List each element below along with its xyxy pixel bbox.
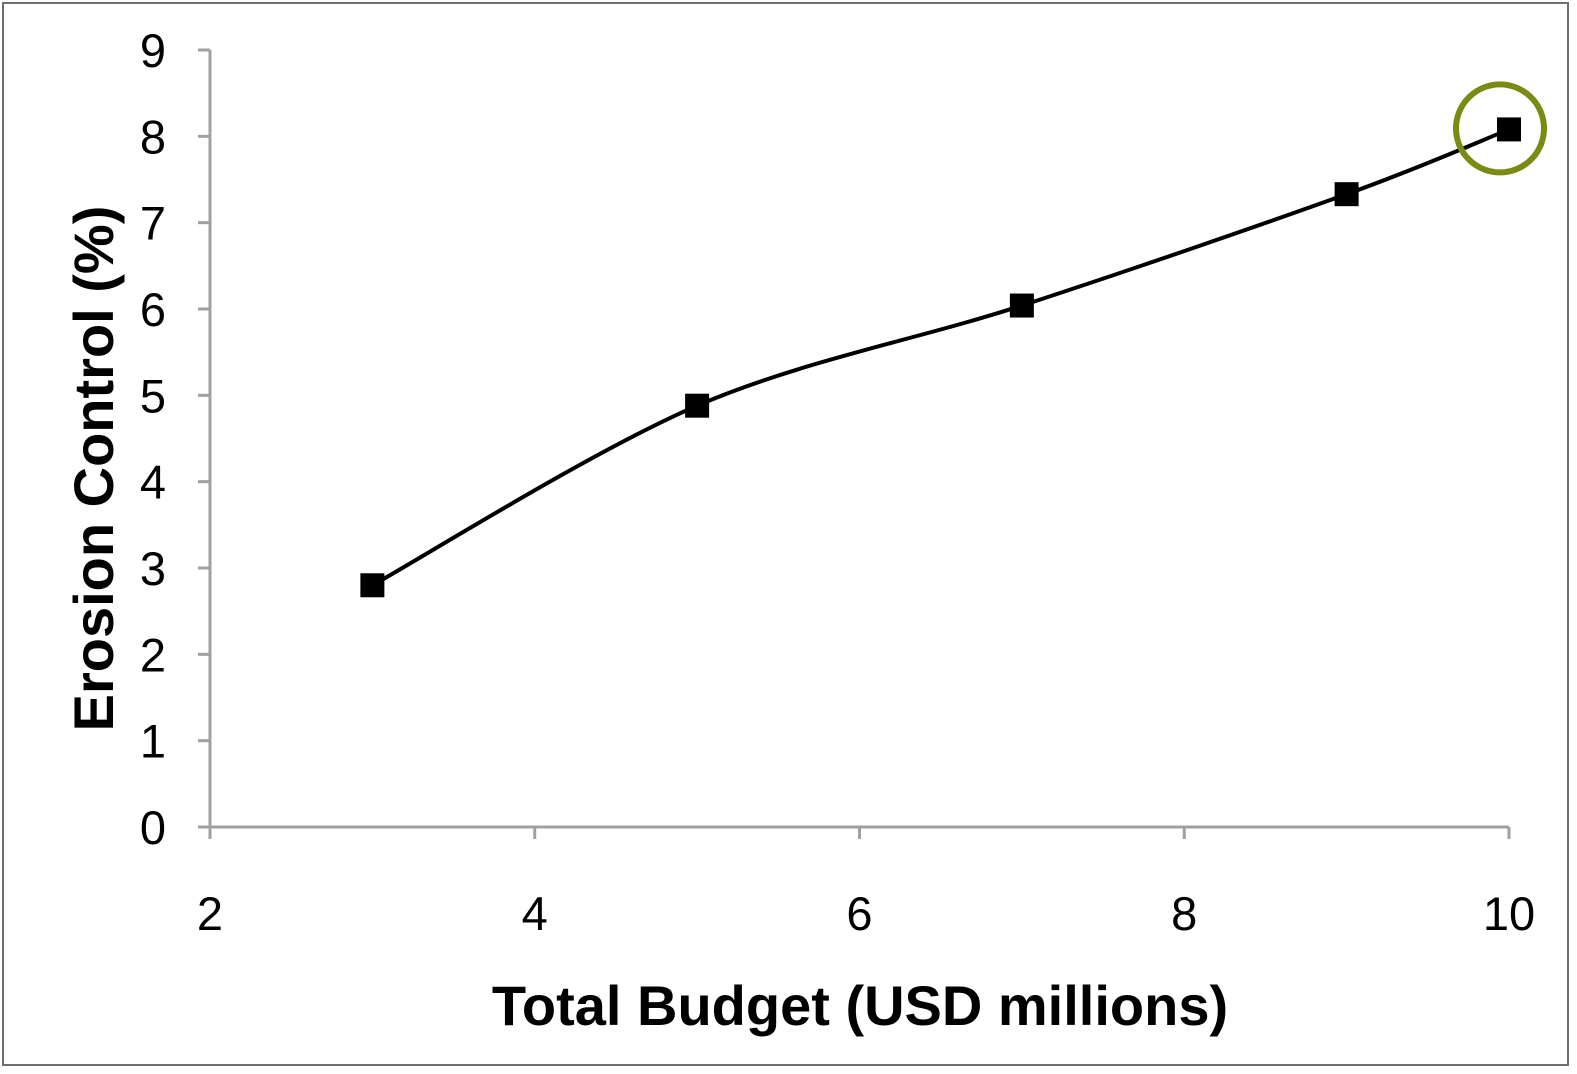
x-axis-title: Total Budget (USD millions) <box>492 974 1228 1037</box>
x-tick-label: 6 <box>846 887 872 940</box>
highlight-circle <box>1453 81 1547 176</box>
y-tick-label: 9 <box>140 24 166 77</box>
x-tick-label: 10 <box>1483 887 1535 940</box>
axes <box>198 48 1511 839</box>
data-point-marker <box>360 573 385 598</box>
series-line <box>371 127 1510 588</box>
y-tick-label: 2 <box>140 628 166 681</box>
y-tick-label: 6 <box>140 283 166 336</box>
data-point-marker <box>1497 117 1521 142</box>
data-point-marker <box>685 393 710 418</box>
x-tick-label: 2 <box>197 887 223 940</box>
data-point-marker <box>1334 182 1359 207</box>
x-tick-label: 4 <box>522 887 548 940</box>
y-tick-label: 8 <box>140 110 166 163</box>
series-layer <box>360 81 1547 598</box>
y-tick-label: 0 <box>140 801 166 854</box>
y-axis-title: Erosion Control (%) <box>62 206 125 732</box>
data-point-marker <box>1009 293 1034 318</box>
y-tick-label: 1 <box>140 715 166 768</box>
tick-labels: 0 1 2 3 4 5 6 7 8 9 2 4 6 8 10 <box>140 24 1535 940</box>
y-tick-label: 7 <box>140 197 166 250</box>
x-tick-label: 8 <box>1171 887 1197 940</box>
y-tick-label: 5 <box>140 369 166 422</box>
y-tick-label: 3 <box>140 542 166 595</box>
y-tick-label: 4 <box>140 456 166 509</box>
